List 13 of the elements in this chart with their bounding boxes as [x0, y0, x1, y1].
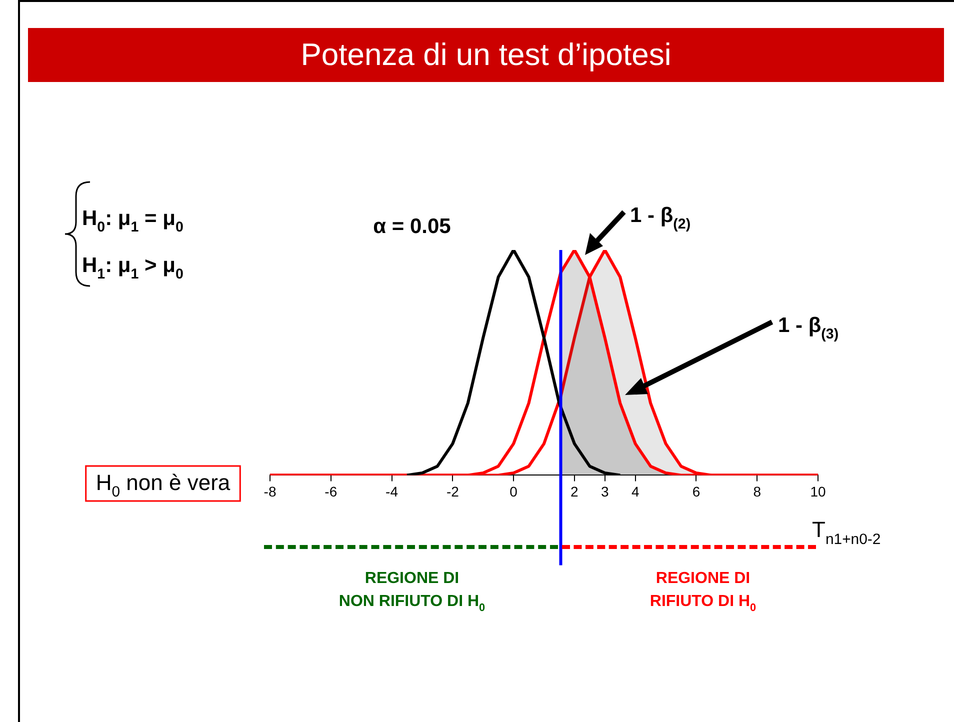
x-tick-label: -8	[264, 483, 276, 500]
x-tick-label: 4	[631, 483, 640, 500]
x-tick-label: 3	[600, 483, 609, 500]
x-tick-label: 0	[510, 483, 518, 500]
x-tick-label: -2	[446, 483, 460, 500]
x-tick-label: -4	[386, 483, 398, 500]
x-tick-label: 8	[753, 483, 762, 500]
x-tick-label: 10	[810, 483, 826, 500]
x-tick-label: -6	[324, 483, 338, 500]
x-tick-label: 6	[692, 483, 700, 500]
chart-title: Potenza di un test d’ipotesi	[28, 28, 944, 82]
x-tick-label: 2	[570, 483, 579, 500]
text: α = 0.05	[373, 215, 452, 238]
